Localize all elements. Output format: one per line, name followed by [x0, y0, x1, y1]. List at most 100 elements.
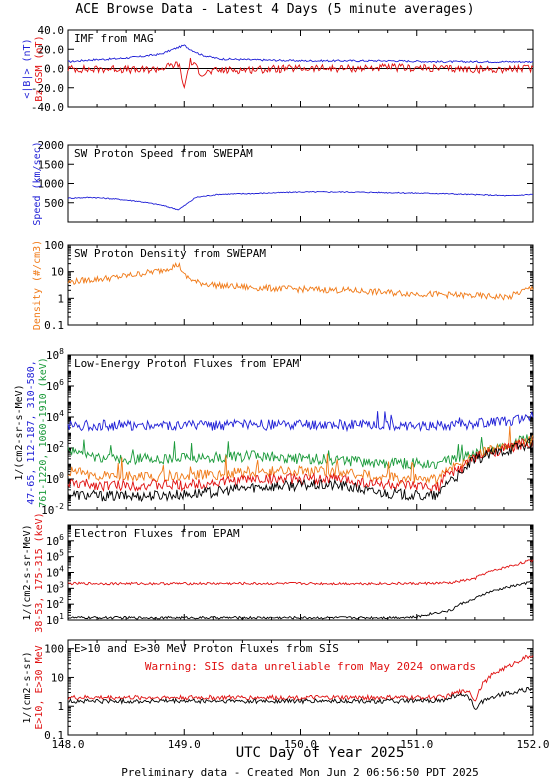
y-tick-label-base: 10	[46, 380, 59, 393]
x-axis-label: UTC Day of Year 2025	[236, 745, 405, 761]
y-tick-label-exp: 0	[59, 471, 64, 480]
y-tick-label-exp: 6	[59, 533, 64, 542]
y-tick-label-exp: 2	[59, 596, 64, 605]
panel-2: SW Proton Speed from SWEPAM 2000 1500 1000 5…	[32, 139, 534, 226]
panel-4: Low-Energy Proton Fluxes from EPAM108106…	[14, 347, 534, 517]
series-line-38-53	[67, 559, 534, 586]
panel-6: E>10 and E>30 MeV Proton Fluxes from SIS…	[22, 639, 534, 742]
y-tick-label-exp: 8	[59, 347, 64, 356]
y-axis-label: 47-65, 112-187, 310-580,	[26, 360, 37, 505]
y-tick-label-exp: 4	[59, 409, 64, 418]
series-line-175-315	[67, 581, 534, 620]
y-axis-label: 1/(cm2-s-sr-MeV)	[22, 524, 33, 620]
series-line-47-65	[67, 411, 534, 433]
series-line--b-	[67, 44, 534, 64]
y-tick-label: 103	[46, 580, 64, 595]
y-tick-label: 100	[44, 643, 64, 656]
y-tick-label-exp: 1	[59, 612, 64, 621]
panel-3: SW Proton Density from SWEPAM 100 10 1 0.1De…	[32, 239, 534, 332]
panel-title: Low-Energy Proton Fluxes from EPAM	[74, 357, 300, 370]
y-tick-label: 104	[46, 409, 64, 424]
y-tick-label-base: 10	[46, 473, 59, 486]
y-tick-label: 102	[46, 596, 64, 611]
y-axis-label: 1/(cm2-s-sr)	[22, 651, 33, 723]
figure-title: ACE Browse Data - Latest 4 Days (5 minut…	[75, 2, 474, 17]
series-line-1060-1910	[67, 437, 534, 503]
y-tick-label-base: 10	[46, 349, 59, 362]
footer-note: Preliminary data - Created Mon Jun 2 06:…	[121, 766, 479, 779]
y-tick-label: 20.0	[38, 43, 65, 56]
y-tick-label: 1000	[38, 178, 65, 191]
y-tick-label-exp: -2	[54, 502, 64, 511]
y-tick-label: 106	[46, 533, 64, 548]
y-tick-label: 108	[46, 347, 64, 362]
y-axis-label: 1/(cm2-sr-s-MeV)	[14, 384, 25, 480]
y-tick-label: 1500	[38, 158, 65, 171]
y-tick-label: 0.1	[44, 319, 64, 332]
y-tick-label: 100	[44, 239, 64, 252]
y-tick-label: 0.1	[44, 729, 64, 742]
panel-1: IMF from MAG 40.0 20.0 0.0 -20.0 -40.0 <|B|> (…	[22, 24, 534, 114]
y-tick-label: 2000	[38, 139, 65, 152]
series-line-310-580	[67, 426, 534, 485]
y-axis-label: 38-53, 175-315 (keV)	[34, 512, 45, 632]
series-line-speed	[67, 191, 534, 211]
y-tick-label: -20.0	[31, 82, 64, 95]
y-tick-label-base: 10	[46, 551, 59, 564]
x-tick-label: 152.0	[516, 738, 549, 751]
panel-title: E>10 and E>30 MeV Proton Fluxes from SIS	[74, 642, 339, 655]
y-tick-label-base: 10	[46, 598, 59, 611]
panel-5: Electron Fluxes from EPAM106105104103102…	[22, 512, 534, 633]
y-tick-label: 1	[57, 292, 64, 305]
series-line-112-187	[67, 434, 534, 470]
y-tick-label: 105	[46, 549, 64, 564]
y-tick-label: 104	[46, 565, 64, 580]
y-tick-label: 101	[46, 612, 64, 627]
series-line-761-1220	[67, 438, 534, 495]
y-axis-label: 761-1220, 1060-1910 (keV)	[38, 357, 49, 508]
y-tick-label-exp: 4	[59, 565, 64, 574]
warning-annotation: Warning: SIS data unreliable from May 20…	[145, 660, 476, 673]
x-tick-label: 151.0	[400, 738, 433, 751]
panel-title: IMF from MAG	[74, 32, 153, 45]
y-tick-label: 500	[44, 197, 64, 210]
y-tick-label: -40.0	[31, 101, 64, 114]
y-tick-label: 0.0	[44, 63, 64, 76]
y-tick-label: 10	[51, 671, 64, 684]
y-axis-label: Speed (km/sec)	[32, 141, 43, 225]
y-axis-label: Bz GSM (nT)	[34, 35, 45, 101]
panel-title: SW Proton Density from SWEPAM	[74, 247, 266, 260]
y-tick-label-base: 10	[41, 504, 54, 517]
y-tick-label-exp: 3	[59, 580, 64, 589]
y-tick-label: 106	[46, 378, 64, 393]
x-tick-label: 148.0	[51, 738, 84, 751]
y-tick-label-exp: 6	[59, 378, 64, 387]
y-tick-label-base: 10	[46, 411, 59, 424]
y-tick-label: 10-2	[41, 502, 64, 517]
y-tick-label: 100	[46, 471, 64, 486]
panel-title: Electron Fluxes from EPAM	[74, 527, 240, 540]
y-tick-label-base: 10	[46, 442, 59, 455]
x-tick-label: 149.0	[168, 738, 201, 751]
y-axis-label: Density (#/cm3)	[32, 240, 43, 330]
panel-frame	[67, 354, 534, 511]
y-tick-label-exp: 5	[59, 549, 64, 558]
x-tick-label: 150.0	[284, 738, 317, 751]
y-tick-label-base: 10	[46, 567, 59, 580]
y-tick-label-base: 10	[46, 582, 59, 595]
y-axis-label: <|B|> (nT)	[22, 38, 33, 98]
y-tick-label: 102	[46, 440, 64, 455]
y-tick-label-base: 10	[46, 614, 59, 627]
panel-title: SW Proton Speed from SWEPAM	[74, 147, 253, 160]
chart-panels: IMF from MAG 40.0 20.0 0.0 -20.0 -40.0 <|B|> (…	[14, 24, 550, 751]
series-line-bz-gsm	[67, 57, 534, 90]
series-line-density	[67, 262, 534, 301]
y-tick-label: 40.0	[38, 24, 65, 37]
y-tick-label-base: 10	[46, 535, 59, 548]
y-axis-label: E>10, E>30 MeV	[34, 645, 45, 729]
y-tick-label-exp: 2	[59, 440, 64, 449]
series-line-e-10	[67, 654, 534, 702]
y-tick-label: 10	[51, 266, 64, 279]
